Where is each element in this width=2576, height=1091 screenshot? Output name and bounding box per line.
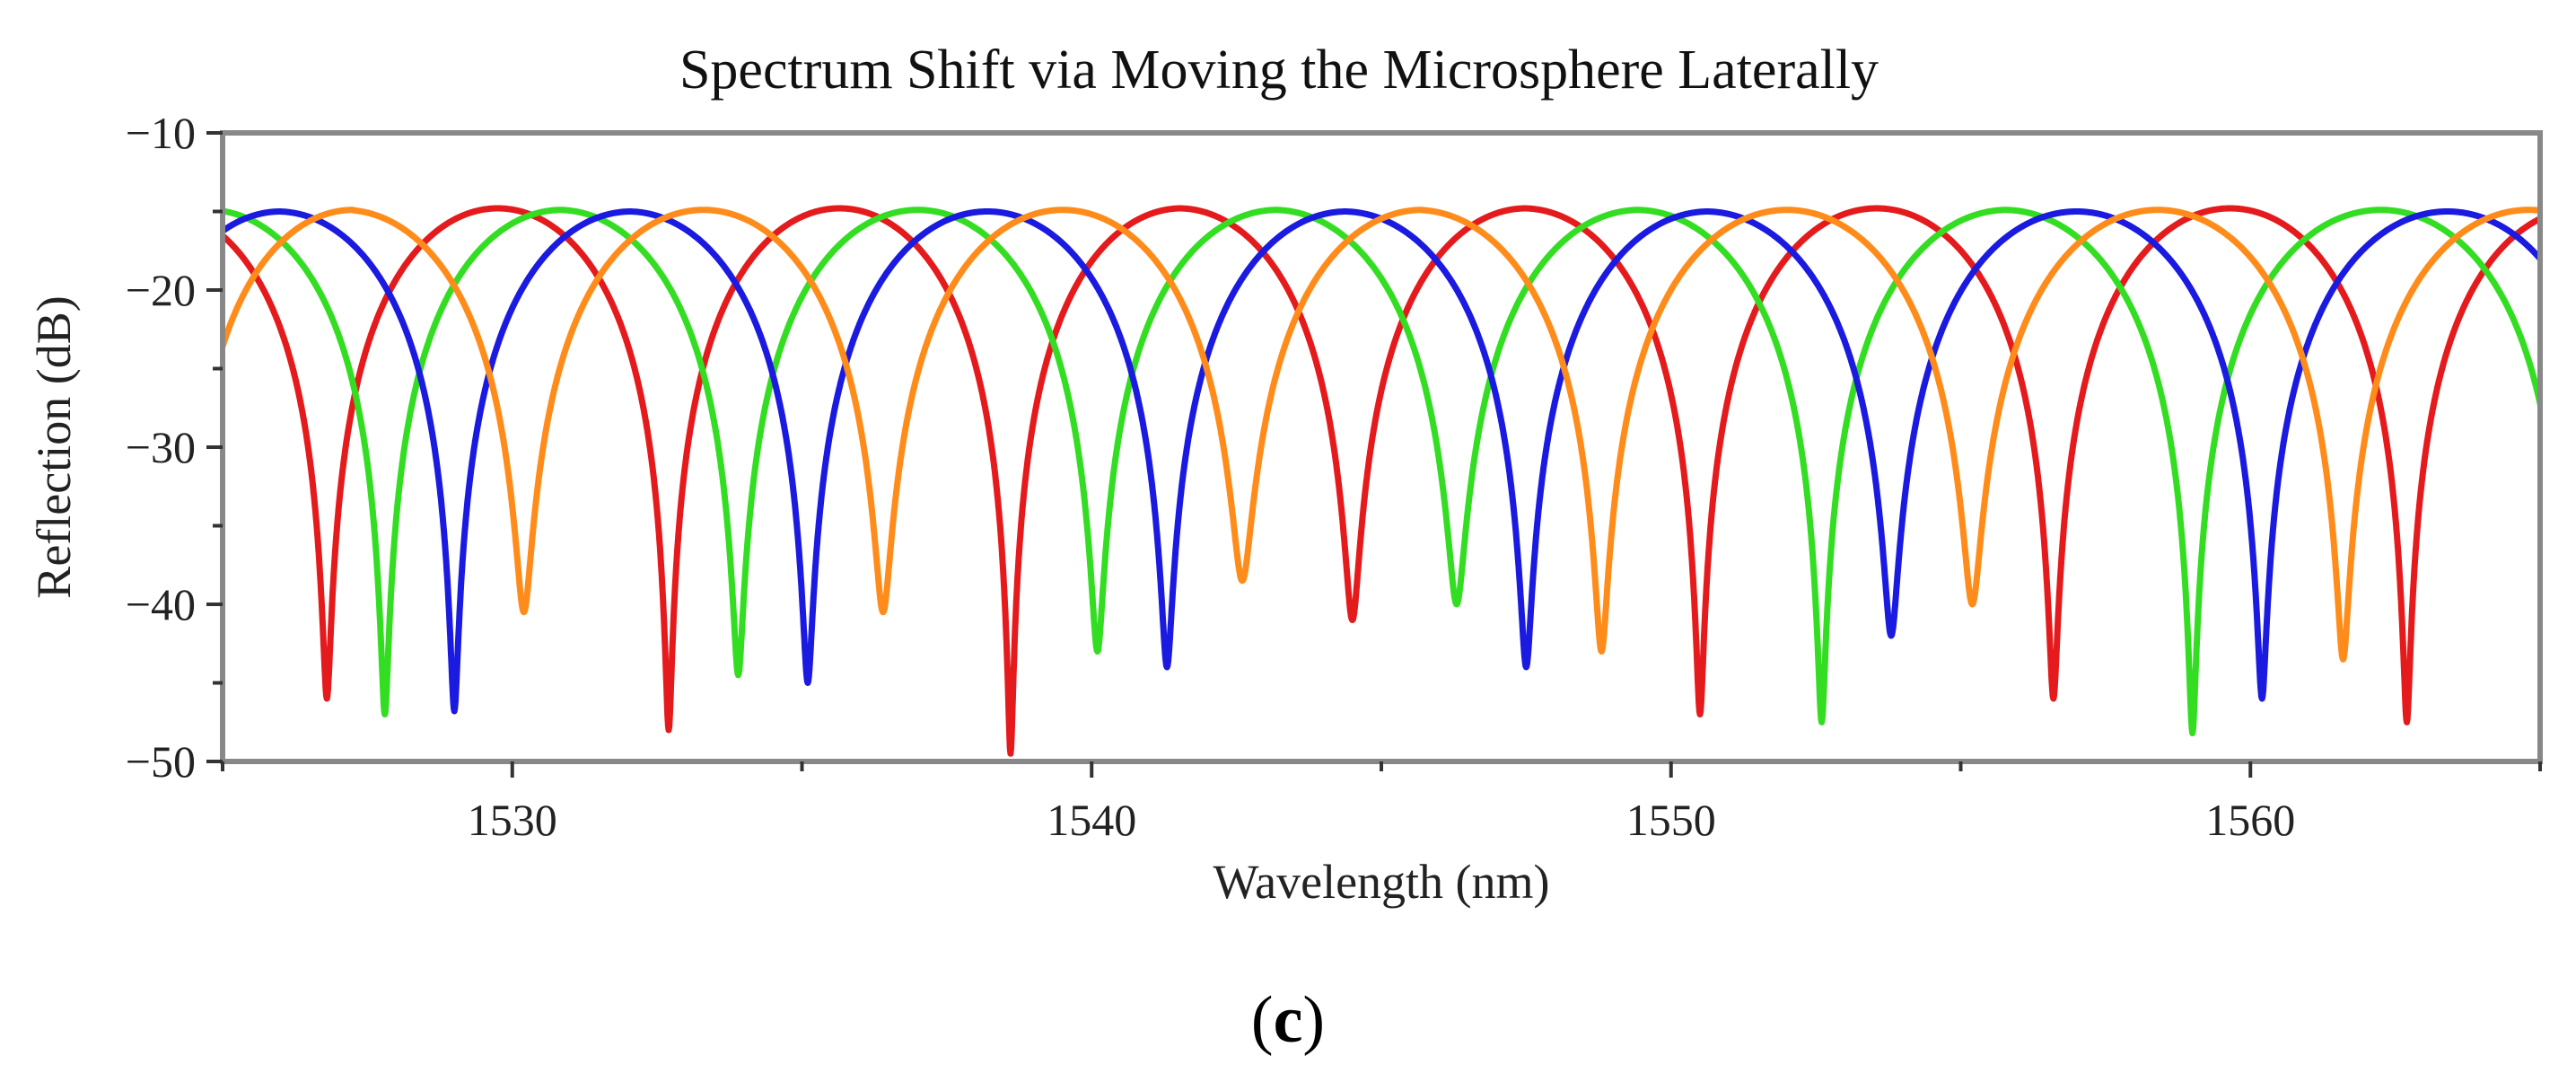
y-tick-label: −20 [126, 265, 196, 315]
series-line-red [223, 205, 2540, 757]
y-tick-label: −50 [126, 736, 196, 787]
chart-title: Spectrum Shift via Moving the Microspher… [679, 40, 1879, 101]
panel-label: (c) [1251, 983, 1325, 1057]
y-axis-label: Reflection (dB) [27, 295, 81, 598]
y-tick-label: −40 [126, 579, 196, 629]
panel-label-letter: c [1274, 983, 1303, 1057]
x-tick-label: 1540 [1047, 795, 1136, 845]
x-tick-label: 1530 [468, 795, 557, 845]
axes-layer: 1530 1540 1550 1560 −10 −20 −30 −40 −50 [126, 108, 2542, 845]
series-line-green [223, 207, 2540, 736]
series-layer [223, 205, 2540, 757]
panel-label-close: ) [1302, 983, 1325, 1057]
x-axis-label: Wavelength (nm) [1213, 855, 1549, 909]
panel-label-open: ( [1251, 983, 1274, 1057]
series-line-orange [223, 207, 2540, 663]
x-tick-label: 1550 [1626, 795, 1716, 845]
y-tick-label: −30 [126, 422, 196, 472]
x-tick-label: 1560 [2205, 795, 2295, 845]
y-tick-label: −10 [126, 108, 196, 158]
plot-frame [220, 130, 2543, 764]
